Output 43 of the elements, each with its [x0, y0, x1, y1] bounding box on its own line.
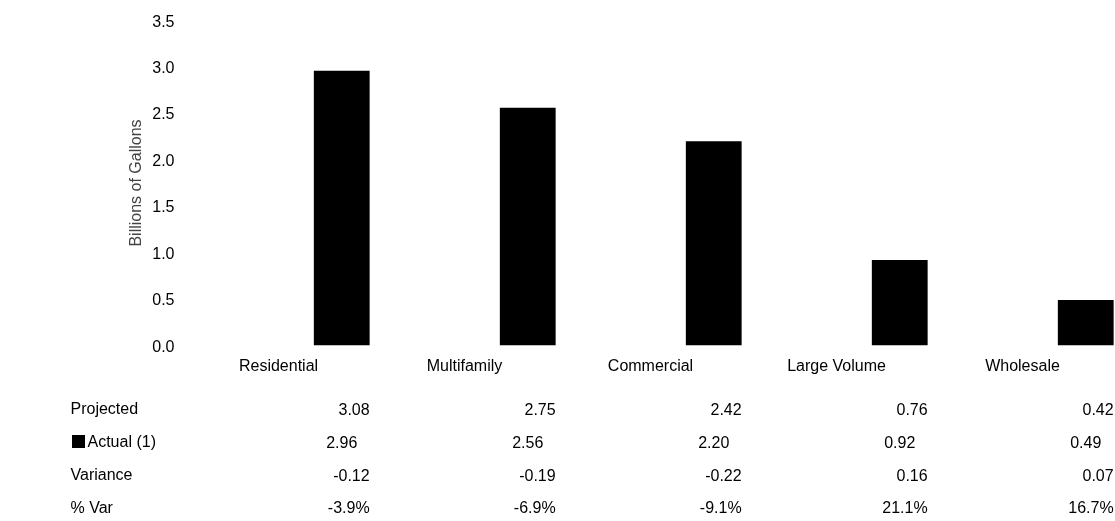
bar — [871, 260, 928, 346]
text: 0.16 — [896, 466, 928, 484]
bar — [1057, 300, 1114, 346]
text: -0.12 — [333, 466, 370, 484]
y-axis-title: Billions of Gallons — [127, 119, 145, 247]
text: 21.1% — [882, 499, 928, 516]
data-label: 2.56 — [512, 433, 544, 451]
bar — [499, 107, 556, 346]
text: -0.19 — [519, 466, 556, 484]
text: % Var — [70, 499, 114, 516]
y-tick-label: 1.5 — [152, 198, 175, 216]
data-label: 0.92 — [884, 433, 916, 451]
data-label: 2.20 — [698, 433, 730, 451]
text: -6.9% — [513, 499, 556, 516]
text: 3.08 — [338, 400, 370, 418]
bar — [313, 70, 370, 346]
text: 2.75 — [524, 400, 556, 418]
y-tick-label: 3.5 — [152, 12, 175, 30]
y-tick-label: 0.0 — [152, 337, 175, 355]
x-tick-label: Residential — [238, 356, 319, 374]
data-label: 2.96 — [326, 433, 358, 451]
legend-label: Actual (1) — [87, 433, 156, 450]
y-tick-label: 1.0 — [152, 244, 175, 262]
text: 2.42 — [710, 400, 742, 418]
text: 16.7% — [1068, 499, 1114, 516]
text: 0.42 — [1082, 400, 1114, 418]
text: Variance — [70, 466, 133, 483]
x-tick-label: Multifamily — [426, 356, 503, 374]
text: 0.76 — [896, 400, 928, 418]
text: -0.22 — [705, 466, 742, 484]
y-tick-label: 0.5 — [152, 291, 175, 309]
x-tick-label: Commercial — [607, 356, 694, 374]
text: 0.07 — [1082, 466, 1114, 484]
text: -3.9% — [327, 499, 370, 516]
y-tick-label: 3.0 — [152, 58, 175, 76]
text: -9.1% — [699, 499, 742, 516]
bar — [685, 141, 742, 346]
y-tick-label: 2.5 — [152, 105, 175, 123]
x-tick-label: Wholesale — [985, 356, 1060, 374]
data-label: 0.49 — [1070, 433, 1102, 451]
y-tick-label: 2.0 — [152, 151, 175, 169]
text: Projected — [70, 400, 139, 417]
x-tick-label: Large Volume — [787, 356, 886, 374]
